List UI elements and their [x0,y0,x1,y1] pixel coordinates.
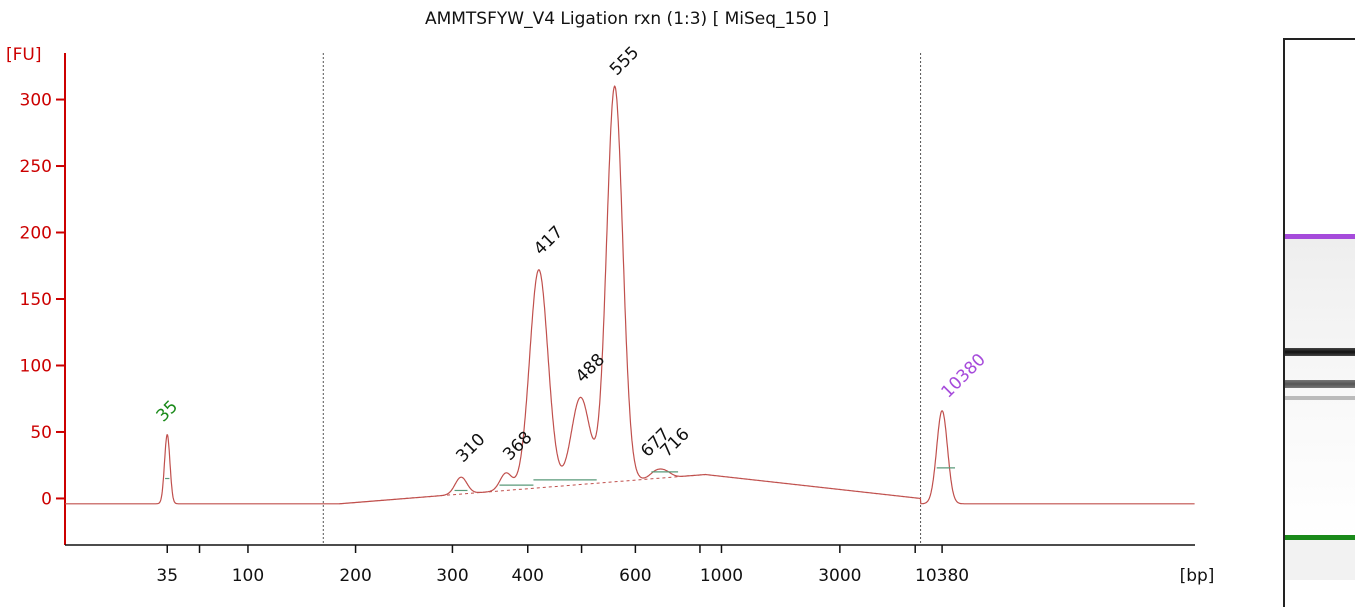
gel-bottom-shade [1285,540,1355,580]
peak-label-310: 310 [452,430,489,467]
x-tick-label: 3000 [818,566,861,586]
y-tick-label: 150 [20,290,52,310]
peak-label-10380: 10380 [937,350,989,402]
peak-label-555: 555 [606,43,643,80]
y-tick-label: 50 [30,423,52,443]
gel-upper-marker-band [1285,234,1355,239]
electropherogram-chart: AMMTSFYW_V4 Ligation rxn (1:3) [ MiSeq_1… [6,9,1215,586]
y-tick-label: 100 [20,356,52,376]
x-tick-label: 200 [339,566,371,586]
integration-baseline [339,474,706,505]
gel-smear [1285,239,1355,539]
y-tick-label: 0 [41,489,52,509]
peak-label-488: 488 [572,350,609,387]
gel-band-555 [1285,348,1355,356]
y-tick-label: 300 [20,91,52,111]
peak-label-368: 368 [499,428,536,465]
y-tick-label: 250 [20,157,52,177]
chart-title: AMMTSFYW_V4 Ligation rxn (1:3) [ MiSeq_1… [425,9,829,29]
y-tick-label: 200 [20,224,52,244]
x-tick-label: 400 [512,566,544,586]
peak-label-35: 35 [153,397,182,426]
x-tick-label: 300 [436,566,468,586]
gel-top-blank [1285,40,1355,236]
x-tick-label: 35 [156,566,178,586]
peak-label-417: 417 [530,222,567,259]
gel-band-faint [1285,396,1355,400]
gel-band-417 [1285,380,1355,388]
virtual-gel-lane [1283,38,1355,607]
x-tick-label: 100 [232,566,264,586]
x-tick-label: 600 [619,566,651,586]
gel-lower-marker-band [1285,535,1355,540]
x-tick-label: 1000 [700,566,743,586]
x-axis-label: [bp] [1180,566,1215,586]
x-tick-label: 10380 [915,566,969,586]
electropherogram-trace [65,85,1195,505]
y-axis-label: [FU] [6,45,42,65]
